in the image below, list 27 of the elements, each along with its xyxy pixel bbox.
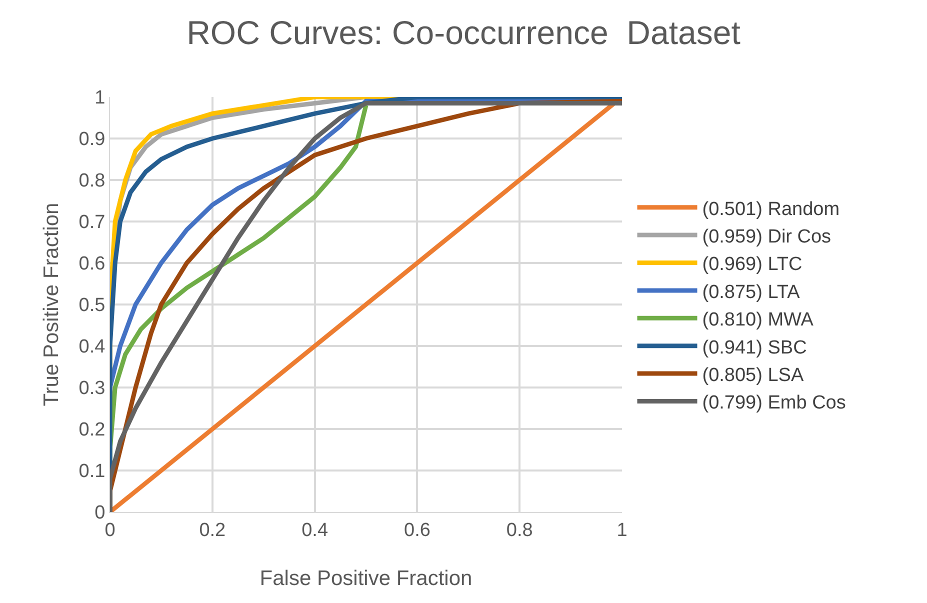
legend-label: (0.799) Emb Cos [702,392,846,414]
y-tick-label: 0.4 [78,336,106,358]
chart-title: ROC Curves: Co-occurrence Dataset [186,14,740,52]
y-tick-label: 0.9 [78,129,106,150]
y-tick-label: 1 [94,88,106,109]
legend-label: (0.810) MWA [702,310,814,331]
legend-label: (0.959) Dir Cos [702,226,832,248]
legend-label: (0.875) LTA [702,282,800,303]
legend-label: (0.805) LSA [702,364,804,386]
x-tick-label: 0.6 [404,520,430,541]
x-tick-label: 0.2 [199,520,226,541]
y-tick-label: 0.6 [78,254,106,275]
y-tick-label: 0.7 [78,212,106,234]
y-tick-label: 0.3 [78,378,106,400]
y-axis-title: True Positive Fraction [40,202,63,406]
y-tick-label: 0.2 [78,420,106,441]
x-tick-label: 0.4 [302,520,328,541]
y-tick-label: 0.8 [78,170,106,192]
legend-label: (0.501) Random [702,198,840,220]
legend-label: (0.941) SBC [702,337,807,358]
x-tick-label: 1 [616,520,628,541]
x-axis-title: False Positive Fraction [260,567,472,590]
x-tick-label: 0.8 [506,520,533,541]
legend-label: (0.969) LTC [702,254,802,276]
y-tick-label: 0.1 [78,461,106,482]
y-tick-label: 0 [94,502,106,524]
y-tick-label: 0.5 [78,295,106,316]
